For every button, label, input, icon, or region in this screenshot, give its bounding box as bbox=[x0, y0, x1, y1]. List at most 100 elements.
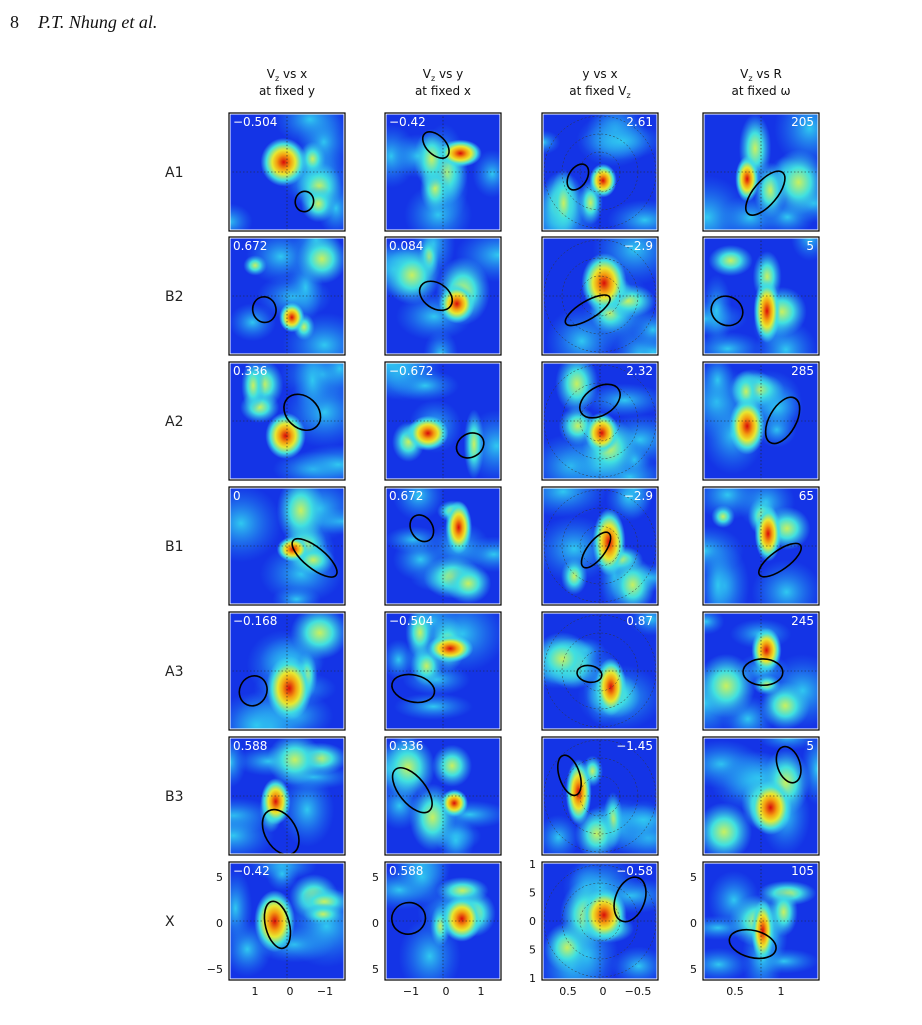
blob bbox=[749, 780, 792, 835]
blob bbox=[393, 692, 474, 721]
panel: −0.504 bbox=[384, 611, 502, 731]
panel-border bbox=[702, 486, 820, 606]
panel-border bbox=[702, 236, 820, 356]
panel-frame bbox=[703, 487, 819, 605]
blob bbox=[265, 862, 299, 892]
panel-frame bbox=[385, 487, 501, 605]
title-part: vs R bbox=[753, 67, 782, 81]
panel-border bbox=[384, 861, 502, 981]
row-label: A2 bbox=[165, 414, 183, 430]
blob bbox=[589, 163, 617, 198]
row-label: A3 bbox=[165, 664, 183, 680]
column-title: at fixed x bbox=[415, 84, 471, 98]
title-part: at fixed V bbox=[569, 84, 627, 98]
panel-value: −0.504 bbox=[389, 614, 433, 628]
panel-value: 0.588 bbox=[233, 739, 267, 753]
panel-frame bbox=[229, 113, 345, 231]
blob bbox=[703, 653, 756, 719]
row-label: B1 bbox=[165, 539, 184, 555]
error-ellipse bbox=[579, 383, 621, 419]
blob bbox=[708, 244, 753, 277]
y-tick-label: −5 bbox=[207, 963, 223, 976]
heatmap bbox=[703, 113, 819, 231]
row-label: X bbox=[165, 914, 175, 930]
panel-border bbox=[702, 736, 820, 856]
panel: 0.588 bbox=[228, 736, 346, 856]
y-tick-label: 5 bbox=[690, 963, 697, 976]
blob bbox=[423, 329, 459, 355]
column-title: Vz vs R bbox=[740, 67, 782, 83]
blob bbox=[472, 149, 501, 198]
panel-border bbox=[541, 736, 659, 856]
heatmap bbox=[542, 487, 658, 605]
error-ellipse bbox=[283, 393, 322, 432]
error-ellipse bbox=[576, 664, 603, 684]
title-part: z bbox=[748, 74, 752, 83]
blob bbox=[405, 612, 435, 659]
error-ellipse bbox=[238, 675, 268, 707]
panel-border bbox=[228, 236, 346, 356]
panel: −0.42 bbox=[228, 861, 346, 981]
panel-border bbox=[228, 112, 346, 232]
blob bbox=[729, 397, 766, 455]
blob bbox=[413, 128, 450, 189]
blob bbox=[243, 255, 267, 276]
blob bbox=[703, 545, 734, 605]
panel-value: 2.61 bbox=[626, 115, 653, 129]
panel-frame bbox=[385, 362, 501, 480]
blob bbox=[276, 487, 325, 546]
heatmap bbox=[229, 362, 345, 480]
panel: −1.45 bbox=[541, 736, 659, 856]
panel-value: 0.87 bbox=[626, 614, 653, 628]
panel: 285 bbox=[702, 361, 820, 481]
blob bbox=[266, 737, 323, 786]
panel-border bbox=[228, 736, 346, 856]
title-part: z bbox=[275, 74, 279, 83]
panel: 5 bbox=[702, 736, 820, 856]
panel: 205 bbox=[702, 112, 820, 232]
blob bbox=[300, 185, 336, 223]
error-ellipse bbox=[391, 673, 436, 704]
title-part: z bbox=[626, 91, 630, 100]
blob bbox=[279, 302, 305, 333]
blob bbox=[272, 586, 321, 605]
blob bbox=[735, 156, 760, 202]
error-ellipse bbox=[421, 131, 450, 159]
column-title: at fixed ω bbox=[731, 84, 790, 98]
panel: 65 bbox=[702, 486, 820, 606]
blob bbox=[260, 137, 307, 187]
heatmap bbox=[542, 113, 658, 231]
x-tick-label: −0.5 bbox=[625, 985, 652, 998]
error-ellipse bbox=[564, 294, 611, 327]
error-ellipse bbox=[409, 514, 435, 543]
panel-value: −1.45 bbox=[616, 739, 653, 753]
y-tick-label: 1 bbox=[529, 972, 536, 985]
x-tick-label: −1 bbox=[403, 985, 419, 998]
error-ellipse bbox=[418, 280, 454, 312]
blob bbox=[279, 772, 335, 848]
panel-frame bbox=[703, 237, 819, 355]
title-part: z bbox=[431, 74, 435, 83]
panel: −0.168 bbox=[228, 611, 346, 731]
blob bbox=[394, 862, 450, 904]
panel-frame bbox=[703, 362, 819, 480]
blob bbox=[754, 505, 782, 562]
panel-value: 105 bbox=[791, 864, 814, 878]
panel-frame bbox=[229, 612, 345, 730]
panel-value: 0.084 bbox=[389, 239, 423, 253]
contour-ring bbox=[543, 614, 657, 728]
blob bbox=[438, 284, 475, 324]
panel-value: 0.336 bbox=[233, 364, 267, 378]
panel-border bbox=[541, 611, 659, 731]
panel-frame bbox=[229, 487, 345, 605]
error-ellipse bbox=[613, 876, 647, 923]
panel: 0 bbox=[228, 486, 346, 606]
heatmap bbox=[703, 862, 819, 980]
panel-frame bbox=[229, 362, 345, 480]
blob bbox=[229, 303, 277, 342]
panel: 5 bbox=[702, 236, 820, 356]
blob bbox=[703, 947, 750, 980]
blob bbox=[790, 237, 819, 262]
column-title: at fixed y bbox=[259, 84, 315, 98]
panel-border bbox=[384, 736, 502, 856]
